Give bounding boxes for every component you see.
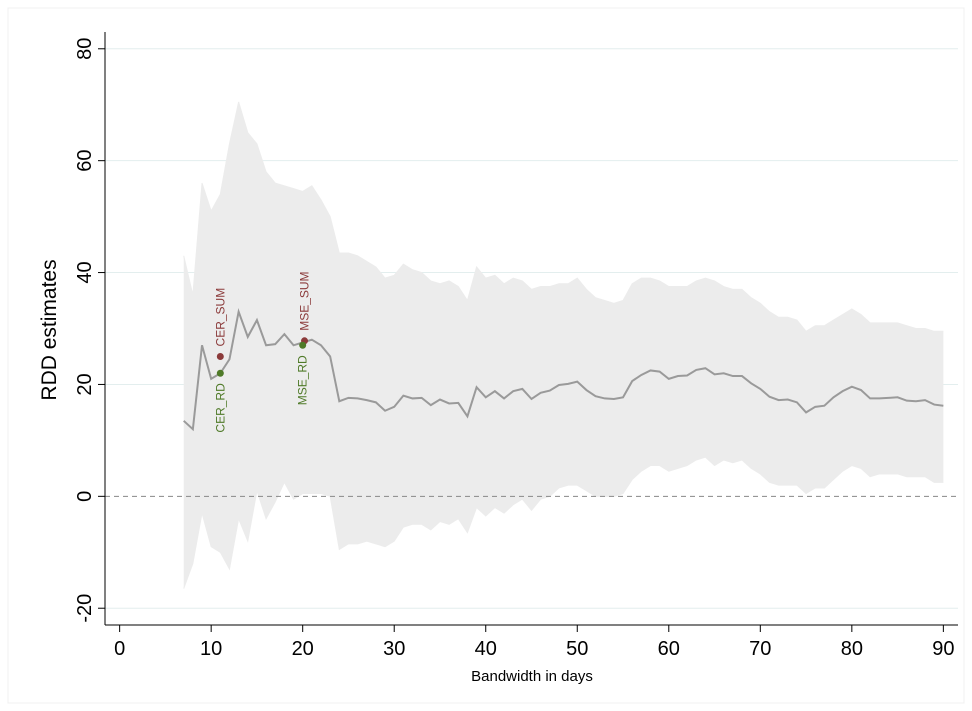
point-label: CER_RD: [213, 383, 227, 433]
point-label: MSE_SUM: [298, 271, 312, 330]
x-tick-label: 10: [200, 638, 222, 660]
point: [216, 369, 224, 377]
point: [216, 352, 224, 360]
ci-band-edge: [183, 456, 944, 589]
y-tick-label: 0: [74, 491, 96, 502]
x-tick-label: 20: [292, 638, 314, 660]
x-tick-label: 40: [475, 638, 497, 660]
ci-band-edge: [183, 101, 944, 332]
x-tick-label: 50: [566, 638, 588, 660]
y-tick-label: -20: [74, 594, 96, 623]
x-tick-label: 30: [383, 638, 405, 660]
point-label: CER_SUM: [213, 288, 227, 347]
x-axis-label: Bandwidth in days: [471, 668, 593, 685]
y-tick-label: 80: [74, 38, 96, 60]
point-label: MSE_RD: [296, 355, 310, 405]
x-tick-label: 80: [841, 638, 863, 660]
y-tick-label: 60: [74, 150, 96, 172]
y-tick-label: 20: [74, 373, 96, 395]
point: [299, 341, 307, 349]
y-axis-label: RDD estimates: [38, 259, 61, 400]
estimate-line: [183, 307, 944, 432]
y-tick-label: 40: [74, 261, 96, 283]
x-tick-label: 0: [114, 638, 125, 660]
x-tick-label: 60: [658, 638, 680, 660]
x-tick-label: 70: [749, 638, 771, 660]
x-tick-label: 90: [932, 638, 954, 660]
ci-band: [183, 101, 944, 589]
